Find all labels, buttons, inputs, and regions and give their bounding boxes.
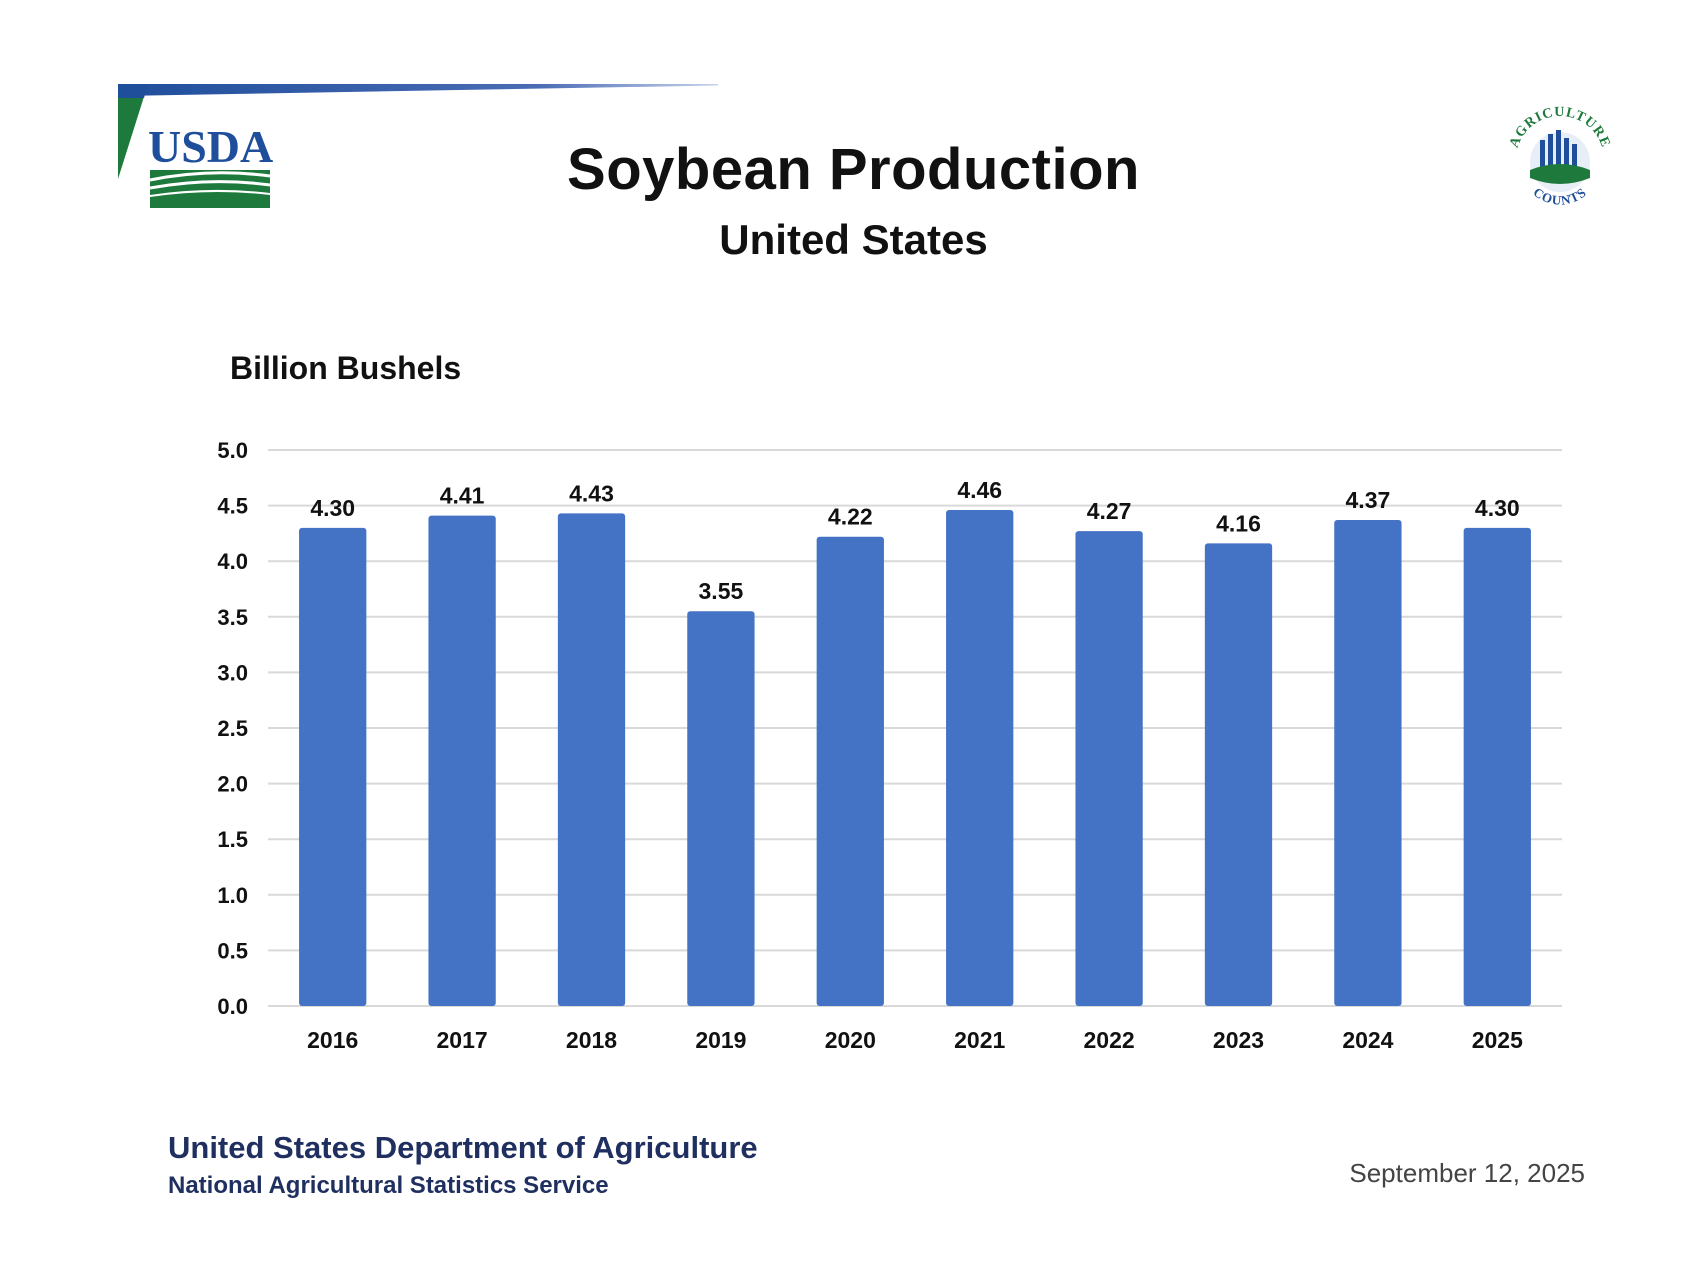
x-tick-label-2016: 2016	[307, 1027, 358, 1053]
bar-2018	[557, 513, 626, 1006]
usda-logo-text: USDA	[148, 121, 273, 172]
y-tick-label: 2.5	[217, 716, 248, 741]
data-label-2025: 4.30	[1475, 495, 1520, 521]
y-tick-label: 3.5	[217, 605, 248, 630]
x-tick-label-2020: 2020	[825, 1027, 876, 1053]
usda-logo: USDA	[118, 84, 273, 208]
y-tick-label: 1.0	[217, 883, 248, 908]
x-tick-label-2025: 2025	[1472, 1027, 1523, 1053]
bar-2017	[428, 515, 496, 1006]
data-label-2016: 4.30	[310, 495, 355, 521]
bar-2020	[816, 536, 884, 1006]
x-tick-label-2018: 2018	[566, 1027, 617, 1053]
footer-agency-name: National Agricultural Statistics Service	[168, 1172, 609, 1199]
data-label-2021: 4.46	[957, 477, 1002, 503]
data-label-2019: 3.55	[699, 578, 744, 604]
bars	[299, 510, 1531, 1006]
badge-text-bottom: COUNTS	[1531, 184, 1589, 208]
y-tick-label: 2.0	[217, 772, 248, 797]
y-tick-label: 0.5	[217, 938, 248, 963]
y-tick-label: 3.0	[217, 660, 248, 685]
header-rule	[118, 84, 718, 96]
data-label-2024: 4.37	[1346, 487, 1391, 513]
y-axis-label: Billion Bushels	[230, 350, 462, 386]
x-tick-label-2022: 2022	[1084, 1027, 1135, 1053]
y-tick-label: 1.5	[217, 827, 248, 852]
bar-2021	[946, 510, 1014, 1006]
y-tick-label: 0.0	[217, 994, 248, 1019]
y-tick-label: 5.0	[217, 438, 248, 463]
x-tick-label-2023: 2023	[1213, 1027, 1264, 1053]
svg-text:COUNTS: COUNTS	[1531, 184, 1590, 208]
data-label-2022: 4.27	[1087, 498, 1132, 524]
page-subtitle: United States	[719, 216, 988, 263]
x-tick-label-2017: 2017	[437, 1027, 488, 1053]
bar-2024	[1334, 520, 1402, 1006]
x-tick-label-2021: 2021	[954, 1027, 1005, 1053]
footer-date: September 12, 2025	[1349, 1158, 1585, 1188]
bar-2016	[299, 527, 367, 1006]
data-labels: 4.30 4.41 4.43 3.55 4.22 4.46 4.27 4.16 4.37 4.30	[310, 477, 1519, 604]
y-tick-label: 4.5	[217, 494, 248, 519]
y-axis-ticks: 0.0 0.5 1.0 1.5 2.0 2.5 3.0 3.5 4.0 4.5 5.0	[217, 438, 248, 1019]
data-label-2023: 4.16	[1216, 510, 1261, 536]
x-axis-ticks: 2016 2017 2018 2019 2020 2021 2022 2023 2024 2025	[307, 1027, 1523, 1053]
agriculture-counts-logo: AGRICULTURE COUNTS	[1507, 105, 1612, 208]
y-tick-label: 4.0	[217, 549, 248, 574]
bar-2023	[1204, 543, 1273, 1006]
bar-chart: 0.00.51.01.52.02.53.03.54.04.55.0 4.30 4.…	[217, 438, 1562, 1053]
data-label-2020: 4.22	[828, 504, 873, 530]
bar-2025	[1463, 527, 1531, 1006]
footer-org-name: United States Department of Agriculture	[168, 1130, 758, 1165]
data-label-2017: 4.41	[440, 483, 485, 509]
page-title: Soybean Production	[567, 137, 1140, 202]
bar-2019	[687, 611, 755, 1006]
bar-2022	[1075, 531, 1143, 1006]
x-tick-label-2024: 2024	[1342, 1027, 1393, 1053]
data-label-2018: 4.43	[569, 480, 614, 506]
x-tick-label-2019: 2019	[695, 1027, 746, 1053]
